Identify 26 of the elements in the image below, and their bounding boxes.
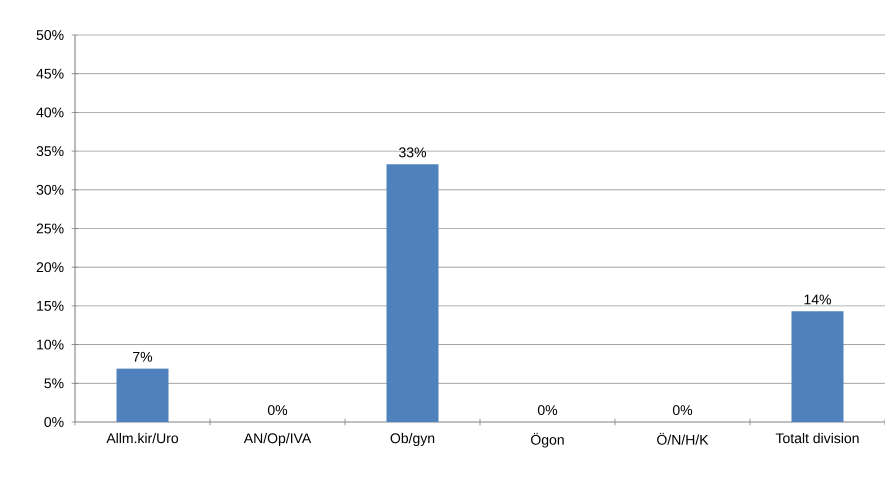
y-tick-label: 10% (37, 340, 64, 350)
y-tick-label: 40% (36, 107, 64, 118)
x-tick-label: Allm.kir/Uro (106, 432, 178, 444)
data-label: 33% (399, 147, 426, 158)
x-tick-label: AN/Op/IVA (244, 432, 312, 446)
data-label: 0% (268, 405, 288, 416)
y-tick-label: 35% (36, 146, 64, 156)
x-tick-label: Ob/gyn (390, 432, 434, 446)
bar (386, 164, 439, 422)
x-tick-label: Ö/N/H/K (657, 432, 708, 445)
bar (792, 311, 844, 422)
data-label: 14% (804, 294, 831, 304)
data-label: 0% (672, 405, 692, 416)
y-tick-label: 45% (36, 68, 64, 79)
y-tick-label: 25% (36, 224, 64, 234)
y-tick-label: 50% (36, 30, 64, 40)
bar (116, 368, 169, 422)
y-tick-label: 5% (44, 378, 64, 388)
y-tick-label: 20% (36, 262, 64, 272)
x-tick-label: Totalt division (776, 432, 859, 444)
y-tick-label: 0% (44, 417, 64, 427)
y-tick-label: 15% (37, 300, 64, 311)
data-label: 7% (133, 352, 152, 362)
y-tick-label: 30% (36, 184, 64, 195)
x-tick-label: Ögon (531, 432, 564, 448)
data-label: 0% (538, 405, 558, 416)
